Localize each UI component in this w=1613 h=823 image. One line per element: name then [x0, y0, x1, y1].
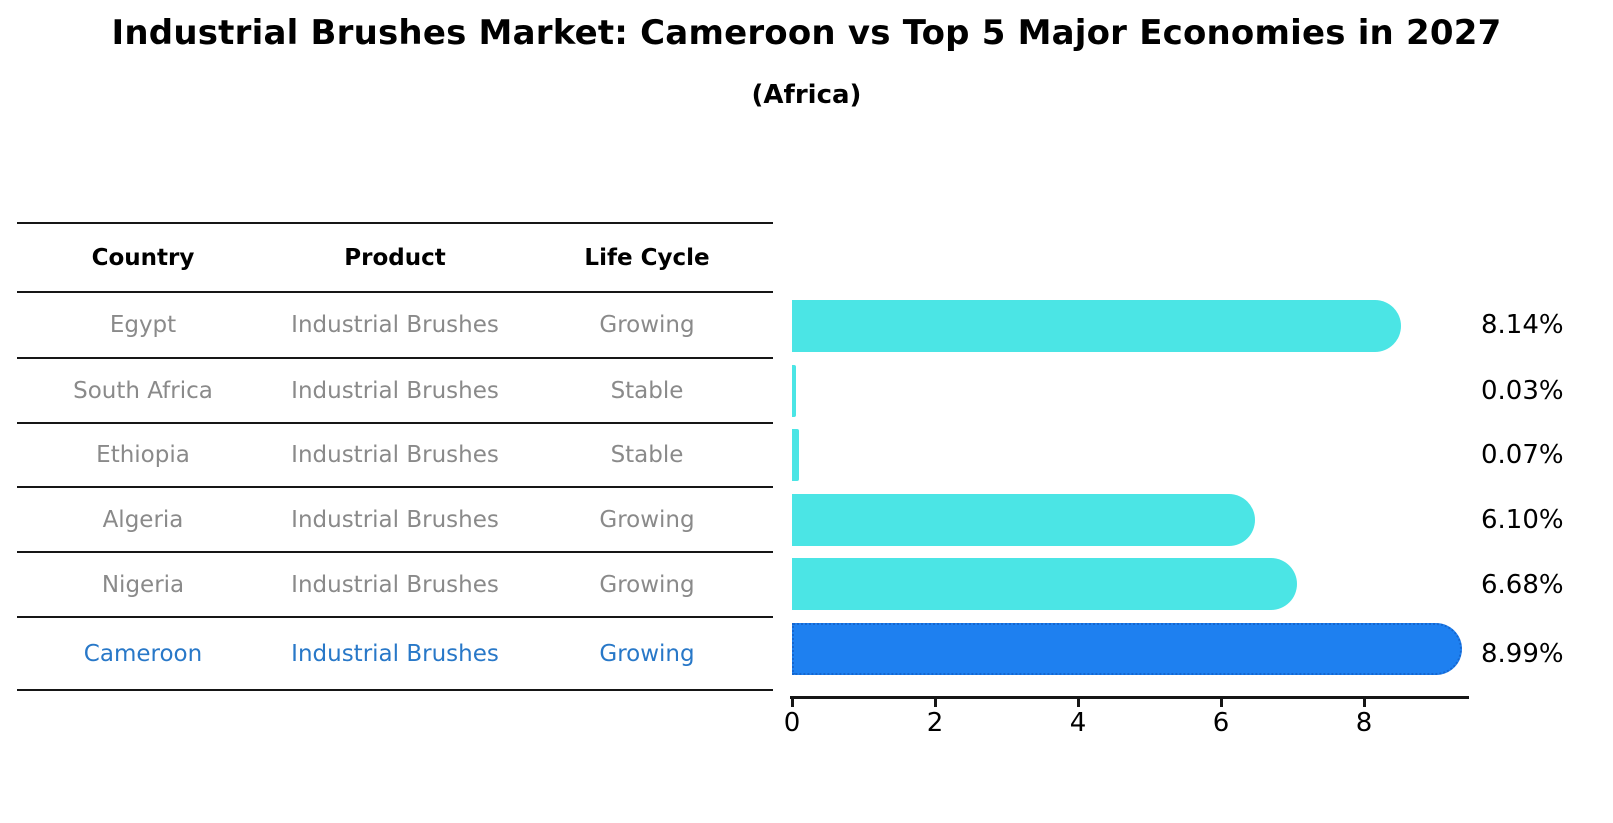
table-cell-country: Ethiopia	[96, 442, 190, 468]
bar-value-label: 6.10%	[1481, 504, 1564, 535]
bar-highlighted	[792, 623, 1462, 676]
table-cell-lifecycle: Growing	[599, 312, 695, 338]
table-rule	[17, 422, 773, 424]
x-axis-tick	[1077, 698, 1080, 707]
bar	[792, 558, 1297, 611]
column-header-product: Product	[344, 245, 446, 271]
table-rule	[17, 689, 773, 691]
chart-title: Industrial Brushes Market: Cameroon vs T…	[111, 13, 1502, 53]
table-cell-product: Industrial Brushes	[291, 640, 499, 667]
x-axis-tick	[791, 698, 794, 707]
table-cell-lifecycle: Growing	[599, 571, 695, 598]
table-cell-country: Algeria	[102, 506, 184, 533]
bar-value-label: 8.14%	[1481, 310, 1564, 340]
x-axis-tick	[934, 698, 937, 707]
table-rule	[17, 291, 773, 293]
table-rule	[17, 616, 773, 618]
table-rule	[17, 551, 773, 553]
bar-value-label: 0.07%	[1481, 440, 1564, 470]
table-cell-product: Industrial Brushes	[291, 377, 499, 404]
table-cell-country: Egypt	[109, 312, 177, 338]
column-header-lifecycle: Life Cycle	[584, 245, 710, 271]
table-cell-product: Industrial Brushes	[291, 442, 499, 468]
column-header-country: Country	[91, 245, 195, 271]
table-cell-lifecycle: Stable	[610, 377, 684, 404]
bar-value-label: 6.68%	[1481, 569, 1564, 600]
x-axis-tick-label: 4	[1069, 708, 1087, 738]
x-axis-tick-label: 0	[783, 708, 801, 738]
x-axis-tick-label: 2	[926, 708, 944, 738]
table-cell-lifecycle: Growing	[599, 640, 695, 667]
table-rule	[17, 486, 773, 488]
table-rule	[17, 357, 773, 359]
x-axis-tick	[1363, 698, 1366, 707]
table-cell-lifecycle: Stable	[610, 442, 684, 468]
table-cell-country: South Africa	[73, 377, 213, 404]
table-cell-product: Industrial Brushes	[291, 312, 499, 338]
table-cell-country: Cameroon	[83, 640, 203, 667]
bar	[792, 300, 1401, 352]
bar	[792, 493, 1256, 546]
x-axis-tick-label: 8	[1355, 708, 1373, 738]
bar	[792, 364, 796, 417]
bar-value-label: 0.03%	[1481, 375, 1564, 406]
table-cell-lifecycle: Growing	[599, 506, 695, 533]
bar-value-label: 8.99%	[1481, 638, 1564, 669]
bar	[792, 429, 799, 482]
table-cell-country: Nigeria	[101, 571, 185, 598]
table-cell-product: Industrial Brushes	[291, 571, 499, 598]
table-rule	[17, 222, 773, 224]
x-axis-tick-label: 6	[1212, 708, 1230, 738]
table-cell-product: Industrial Brushes	[291, 506, 499, 533]
x-axis-line	[790, 696, 1469, 699]
x-axis-tick	[1220, 698, 1223, 707]
chart-subtitle: (Africa)	[751, 80, 862, 110]
